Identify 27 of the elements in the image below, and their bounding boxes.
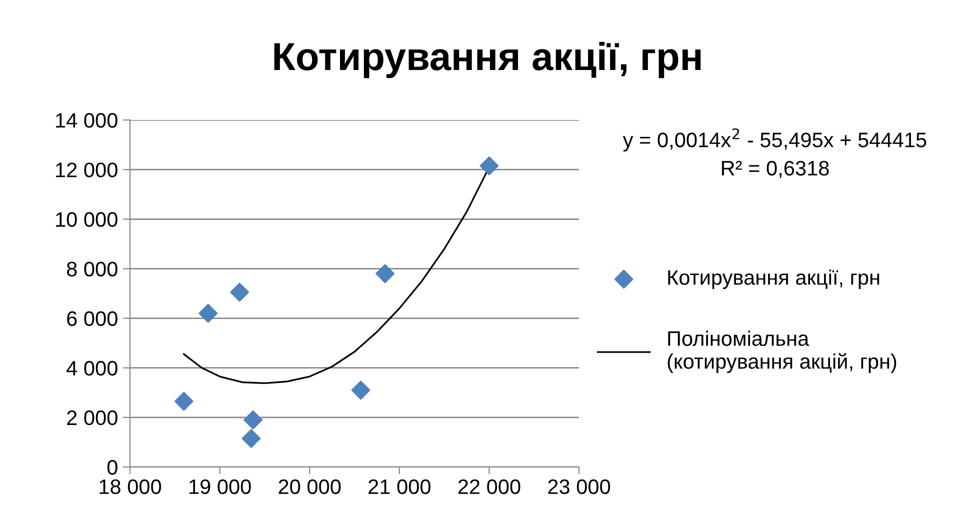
point	[174, 392, 194, 411]
y-tick-label: 2 000	[67, 410, 118, 426]
x-tick-label: 22 000	[458, 479, 520, 494]
y-tick-label: 4 000	[66, 360, 118, 376]
point	[351, 380, 370, 400]
y-tick-label: 8 000	[66, 262, 118, 276]
y-tick-label: 10 000	[56, 212, 118, 227]
y-tick-label: 12 000	[56, 162, 118, 178]
x-tick-label: 21 000	[368, 479, 430, 494]
y-tick-label: 6 000	[67, 311, 118, 326]
x-tick-label: 20 000	[278, 479, 341, 494]
x-tick-label: 18 000	[100, 479, 162, 494]
chart-title: Котирування акції, грн	[274, 42, 701, 78]
point	[480, 156, 499, 176]
text: R² = 0,6318	[722, 160, 829, 178]
y-tick-label: 14 000	[56, 113, 118, 128]
point	[244, 410, 263, 430]
text: y = 0,0014x$^{2}$ - 55,495x + 544415	[622, 128, 926, 152]
point	[376, 264, 395, 284]
x-tick-label: 19 000	[190, 479, 251, 494]
y-tick-label: 0	[107, 460, 118, 475]
x-tick-label: 23 000	[548, 479, 610, 494]
point	[198, 304, 218, 323]
point	[242, 429, 261, 448]
legend-label: Котирування акції, грн	[668, 270, 880, 289]
point	[230, 282, 250, 302]
legend-label: Поліноміальна (котирування акцій, грн)	[668, 330, 896, 373]
